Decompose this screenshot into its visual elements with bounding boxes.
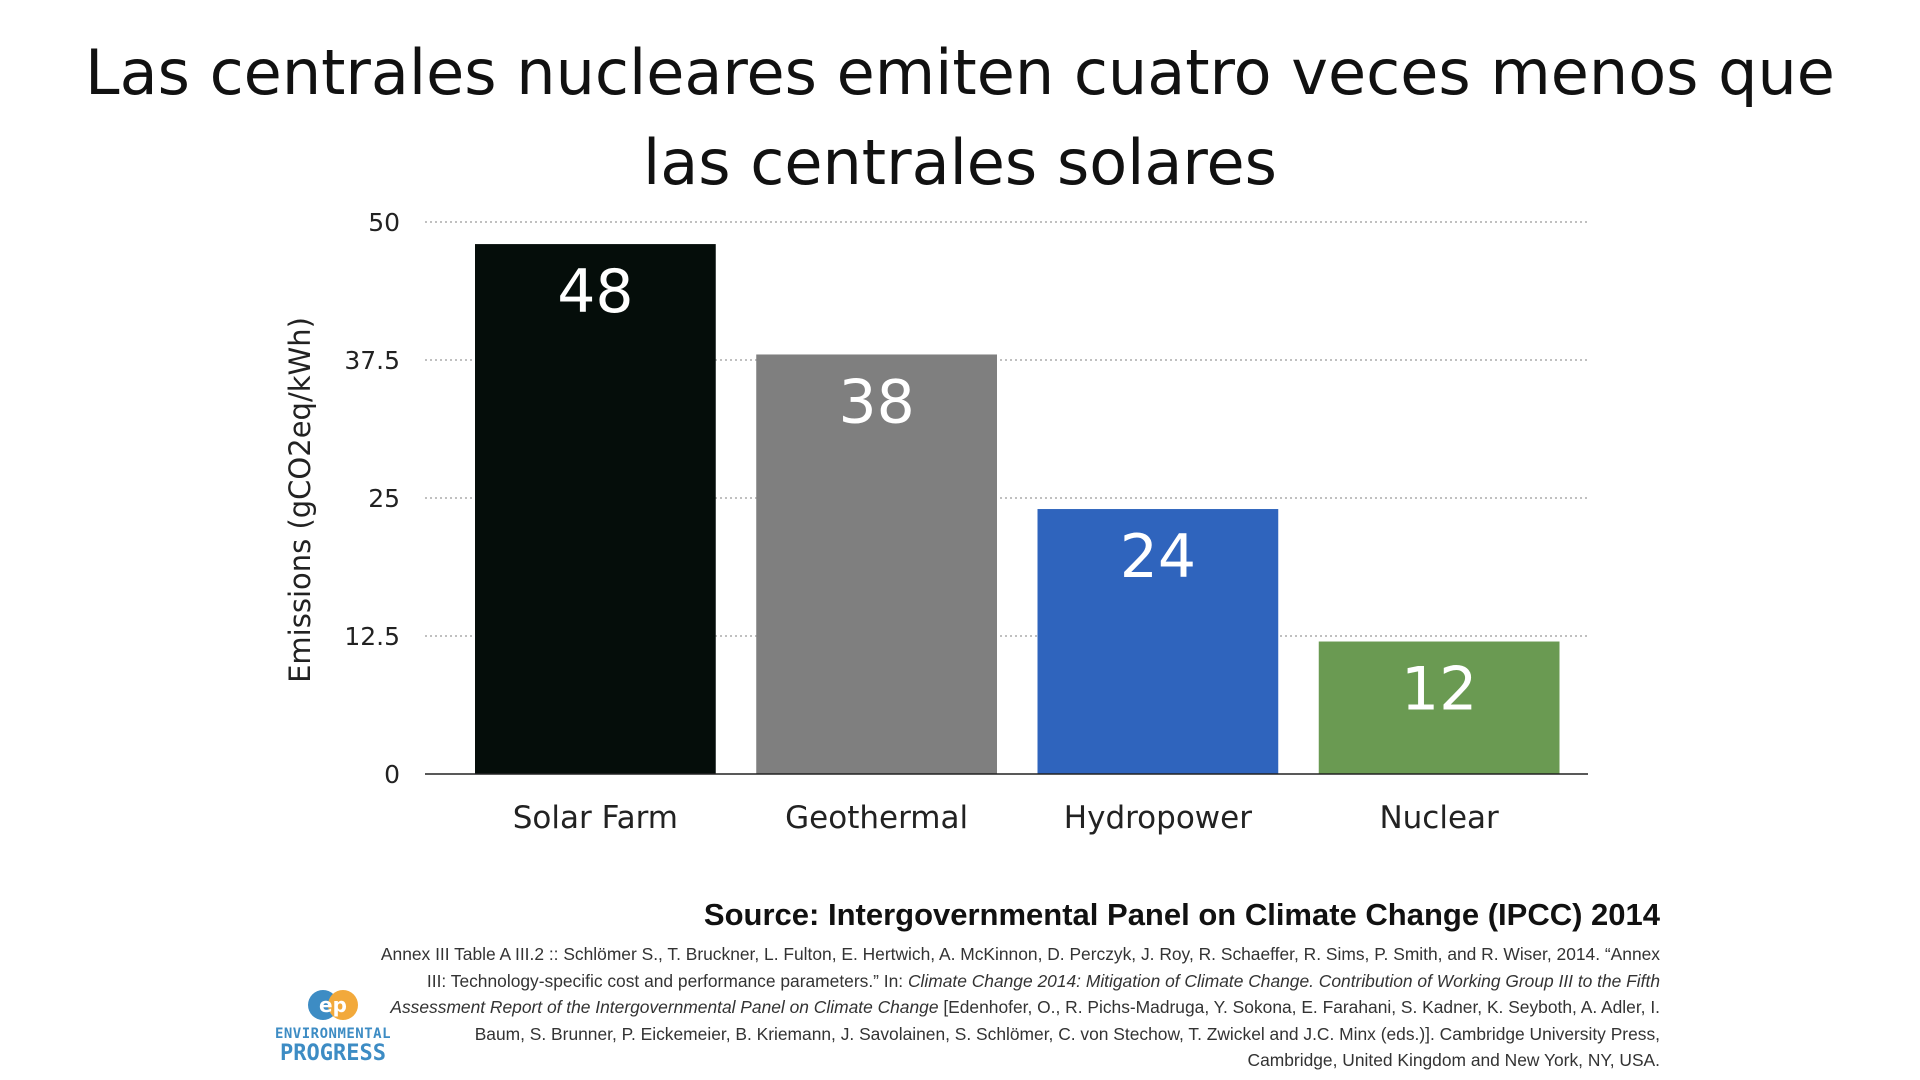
ep-logo-icon: ep xyxy=(308,990,358,1020)
emissions-bar-chart: 0 12.5 25 37.5 50 48 38 24 12 Solar Farm Geother… xyxy=(283,208,1588,836)
y-tick-label: 25 xyxy=(368,484,400,513)
bar-data-label: 48 xyxy=(557,257,633,327)
y-tick-label: 37.5 xyxy=(344,346,400,375)
x-tick-label: Nuclear xyxy=(1379,800,1499,836)
bar-nuclear xyxy=(1318,641,1560,774)
y-axis-ticks: 0 12.5 25 37.5 50 xyxy=(344,208,400,789)
x-tick-label: Solar Farm xyxy=(513,800,678,836)
source-block: Source: Intergovernmental Panel on Clima… xyxy=(380,895,1660,1074)
x-axis-ticks: Solar Farm Geothermal Hydropower Nuclear xyxy=(513,800,1499,836)
x-tick-label: Geothermal xyxy=(785,800,968,836)
y-axis-label: Emissions (gCO2eq/kWh) xyxy=(283,317,317,683)
environmental-progress-logo: ep ENVIRONMENTAL PROGRESS xyxy=(268,988,398,1066)
y-tick-label: 0 xyxy=(384,760,400,789)
bar-solar-farm xyxy=(475,244,716,774)
bar-geothermal xyxy=(756,354,997,774)
citation-text-b: [Edenhofer, O., R. Pichs-Madruga, Y. Sok… xyxy=(474,997,1660,1070)
bar-data-label: 38 xyxy=(838,367,914,437)
source-heading: Source: Intergovernmental Panel on Clima… xyxy=(703,897,1660,932)
bar-hydropower xyxy=(1037,509,1279,774)
citation-text-italic: Climate Change 2014: Mitigation of Clima… xyxy=(390,970,1660,1018)
chart-gridlines xyxy=(425,221,1588,637)
chart-bars: 48 38 24 12 xyxy=(475,244,1560,774)
x-tick-label: Hydropower xyxy=(1064,800,1252,836)
y-tick-label: 50 xyxy=(368,208,400,237)
citation-text-a: Annex III Table A III.2 :: Schlömer S., … xyxy=(380,944,1660,991)
y-tick-label: 12.5 xyxy=(344,622,400,651)
source-citation: Annex III Table A III.2 :: Schlömer S., … xyxy=(380,941,1660,1074)
logo-text-line1: ENVIRONMENTAL xyxy=(274,1026,392,1042)
bar-data-label: 24 xyxy=(1120,522,1196,592)
logo-mark-text: ep xyxy=(319,993,347,1017)
bar-data-label: 12 xyxy=(1401,655,1477,725)
page-title: Las centrales nucleares emiten cuatro ve… xyxy=(85,36,1835,199)
logo-text-line2: PROGRESS xyxy=(280,1041,386,1066)
